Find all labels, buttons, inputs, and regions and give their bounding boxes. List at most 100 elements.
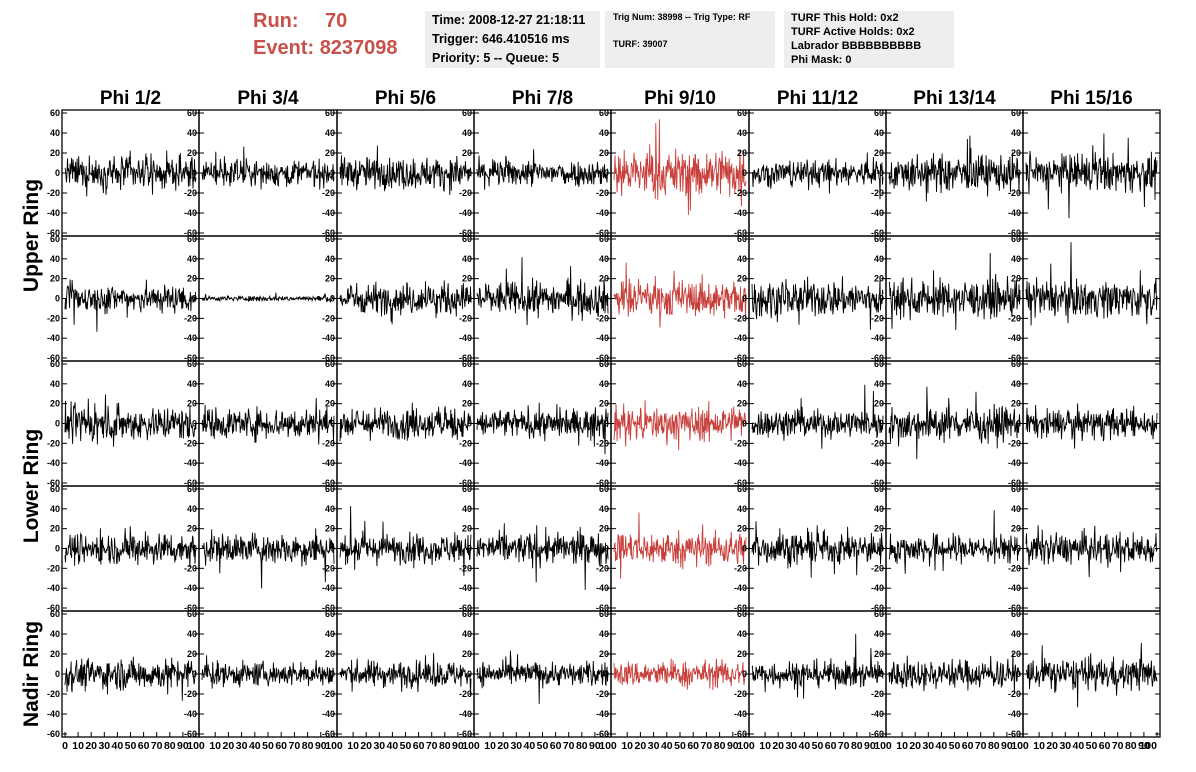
y-tick-label: 40 (599, 504, 609, 514)
y-tick-label: 0 (55, 168, 60, 178)
y-tick-label: 60 (50, 359, 60, 369)
x-tick-label: 90 (589, 740, 601, 752)
x-tick-label: 70 (1112, 740, 1124, 752)
y-tick-label: 0 (192, 544, 197, 554)
waveform-trace (888, 510, 1021, 574)
y-tick-label: 60 (1011, 484, 1021, 494)
y-tick-label: -40 (596, 458, 609, 468)
y-tick-label: -20 (871, 188, 884, 198)
y-tick-label: 20 (187, 274, 197, 284)
waveform-trace (476, 523, 609, 590)
x-tick-label: 90 (1138, 740, 1150, 752)
x-tick-label: 30 (785, 740, 797, 752)
y-tick-label: -20 (871, 563, 884, 573)
waveform-trace (339, 505, 472, 576)
y-tick-label: 40 (737, 254, 747, 264)
x-tick-label: 90 (1001, 740, 1013, 752)
x-tick-label: 90 (727, 740, 739, 752)
y-tick-label: -60 (734, 478, 747, 488)
ring-label: Upper Ring (20, 179, 43, 292)
x-tick-label: 80 (439, 740, 451, 752)
x-tick-label: 80 (714, 740, 726, 752)
y-tick-label: -40 (47, 709, 60, 719)
waveform-trace (339, 145, 472, 196)
y-tick-label: 60 (325, 359, 335, 369)
waveform-trace (64, 394, 197, 447)
x-tick-label: 50 (1086, 740, 1098, 752)
y-tick-label: 0 (330, 419, 335, 429)
y-tick-label: 40 (50, 254, 60, 264)
y-tick-label: -60 (1008, 353, 1021, 363)
y-tick-label: 20 (737, 148, 747, 158)
x-tick-label: 20 (1046, 740, 1058, 752)
y-tick-label: -20 (1008, 188, 1021, 198)
column-header: Phi 5/6 (375, 88, 436, 109)
x-tick-label: 60 (138, 740, 150, 752)
y-tick-label: -60 (459, 228, 472, 238)
y-tick-label: 60 (599, 484, 609, 494)
y-tick-label: -60 (47, 353, 60, 363)
y-tick-label: -20 (184, 438, 197, 448)
y-tick-label: 40 (325, 379, 335, 389)
y-tick-label: -40 (596, 208, 609, 218)
x-tick-label: 20 (497, 740, 509, 752)
waveform-trace (339, 652, 472, 697)
y-tick-label: 0 (55, 669, 60, 679)
y-tick-label: 60 (1011, 609, 1021, 619)
y-tick-label: 0 (55, 544, 60, 554)
y-tick-label: -20 (184, 188, 197, 198)
waveform-trace (613, 512, 747, 579)
y-tick-label: 0 (604, 168, 609, 178)
y-tick-label: 20 (50, 399, 60, 409)
y-tick-label: 0 (879, 419, 884, 429)
y-tick-label: -60 (322, 353, 335, 363)
y-tick-label: -40 (596, 709, 609, 719)
y-tick-label: -60 (1008, 603, 1021, 613)
x-tick-label: 60 (275, 740, 287, 752)
y-tick-label: 20 (874, 148, 884, 158)
y-tick-label: -20 (184, 563, 197, 573)
y-tick-label: 20 (737, 649, 747, 659)
x-tick-label: 60 (413, 740, 425, 752)
y-tick-label: 20 (737, 274, 747, 284)
x-tick-label: 50 (812, 740, 824, 752)
waveform-trace (339, 280, 472, 325)
y-tick-label: 60 (325, 484, 335, 494)
y-tick-label: 40 (462, 379, 472, 389)
y-tick-label: 20 (1011, 274, 1021, 284)
x-tick-label: 70 (289, 740, 301, 752)
x-tick-label: 10 (1033, 740, 1045, 752)
y-tick-label: 0 (879, 544, 884, 554)
y-tick-label: 20 (187, 524, 197, 534)
y-tick-label: 40 (737, 128, 747, 138)
waveform-trace (476, 149, 609, 190)
y-tick-label: 60 (50, 108, 60, 118)
y-tick-label: 20 (599, 399, 609, 409)
time-text: Time: 2008-12-27 21:18:11 (432, 13, 586, 27)
y-tick-label: -60 (596, 353, 609, 363)
y-tick-label: 40 (874, 504, 884, 514)
y-tick-label: 0 (55, 419, 60, 429)
turf-text: TURF: 39007 (613, 39, 668, 49)
y-tick-label: -20 (459, 188, 472, 198)
y-tick-label: 20 (874, 399, 884, 409)
y-tick-label: -20 (1008, 689, 1021, 699)
y-tick-label: -60 (734, 353, 747, 363)
y-tick-label: 20 (325, 524, 335, 534)
x-tick-label: 70 (563, 740, 575, 752)
y-tick-label: 60 (1011, 234, 1021, 244)
waveform-trace (476, 402, 609, 455)
y-tick-label: -40 (459, 333, 472, 343)
y-tick-label: -40 (47, 208, 60, 218)
waveform-trace (613, 119, 747, 216)
y-tick-label: 20 (599, 524, 609, 534)
y-tick-label: 20 (187, 148, 197, 158)
x-tick-label: 100 (1011, 740, 1029, 752)
waveform-trace (613, 262, 747, 328)
waveform-trace (64, 279, 197, 332)
y-tick-label: 40 (1011, 629, 1021, 639)
y-tick-label: -60 (1008, 478, 1021, 488)
y-tick-label: -60 (596, 228, 609, 238)
y-tick-label: 40 (1011, 254, 1021, 264)
y-tick-label: -20 (871, 438, 884, 448)
